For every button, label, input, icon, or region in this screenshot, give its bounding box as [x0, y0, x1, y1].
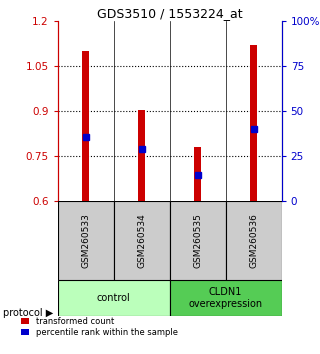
Title: GDS3510 / 1553224_at: GDS3510 / 1553224_at [97, 7, 243, 20]
Bar [226, 201, 282, 280]
Bar [138, 110, 145, 201]
Text: protocol ▶: protocol ▶ [3, 308, 53, 318]
Text: GSM260534: GSM260534 [137, 213, 146, 268]
Text: CLDN1
overexpression: CLDN1 overexpression [188, 287, 263, 309]
Bar [58, 201, 114, 280]
Bar [170, 280, 282, 316]
Text: GSM260533: GSM260533 [81, 213, 90, 268]
Bar [58, 280, 170, 316]
Bar [170, 201, 226, 280]
Legend: transformed count, percentile rank within the sample: transformed count, percentile rank withi… [21, 317, 178, 337]
Bar [250, 45, 257, 201]
Bar [194, 147, 201, 201]
Text: GSM260535: GSM260535 [193, 213, 202, 268]
Text: GSM260536: GSM260536 [249, 213, 258, 268]
Bar [82, 51, 89, 201]
Text: control: control [97, 293, 131, 303]
Bar [114, 201, 170, 280]
